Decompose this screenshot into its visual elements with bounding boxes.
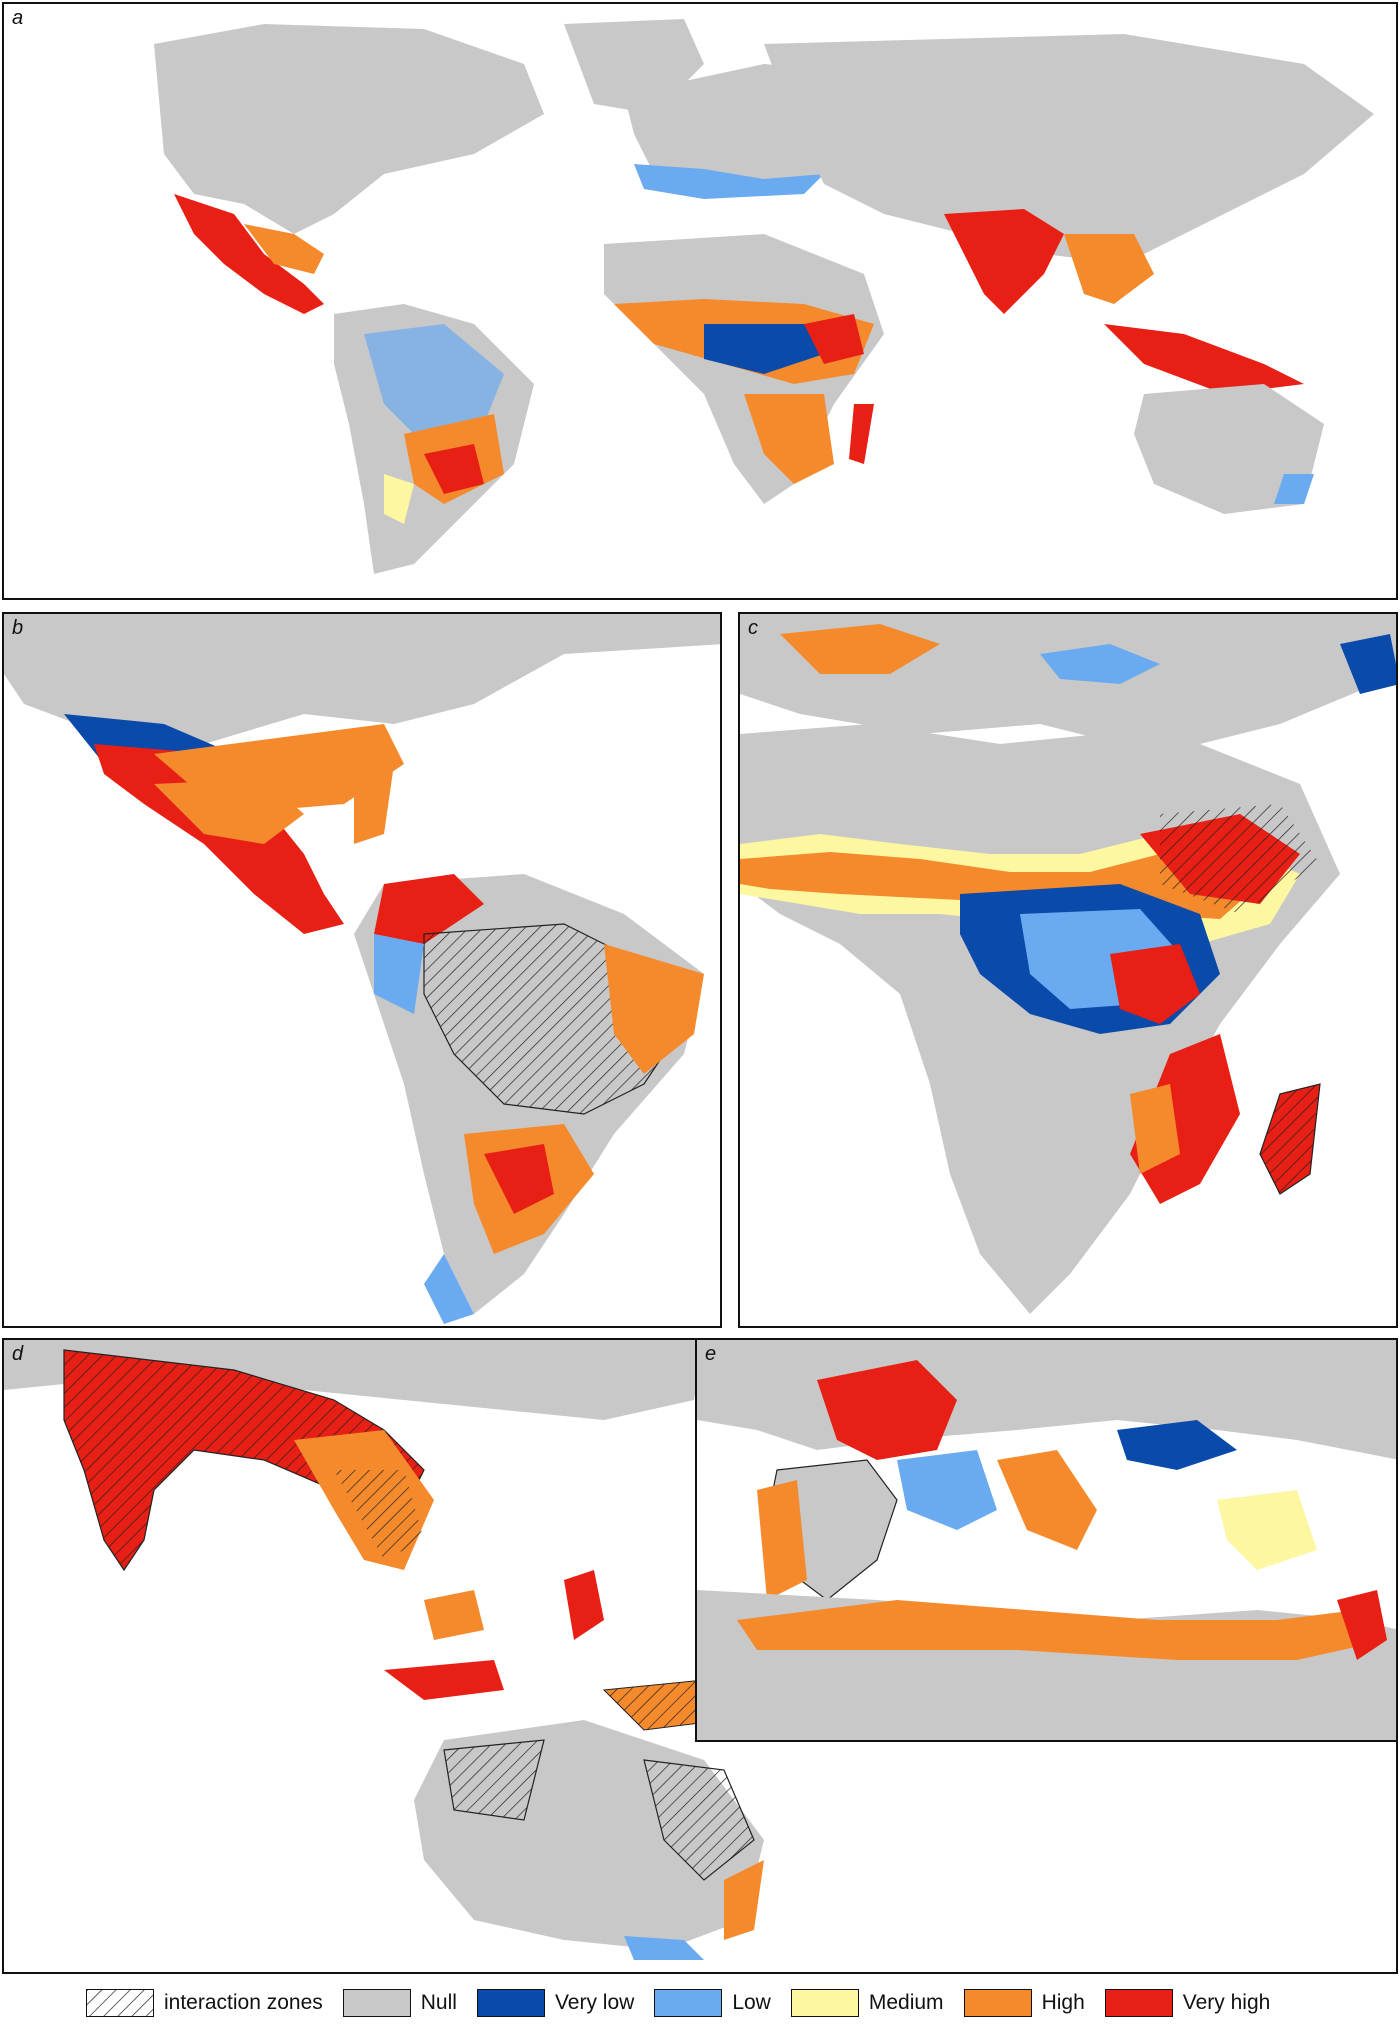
panel-c-label: c	[748, 617, 758, 639]
panel-a-world-map: a	[2, 2, 1398, 600]
legend-label-interaction-zones: interaction zones	[164, 1991, 323, 2014]
world-map-svg	[154, 19, 1374, 574]
africa-map-svg	[740, 614, 1396, 1314]
panel-b-americas-map: b	[2, 612, 722, 1328]
landmass-asia	[764, 34, 1374, 264]
legend-swatch-high	[963, 1989, 1032, 2017]
panel-e-mediterranean-map: e	[695, 1338, 1398, 1742]
legend: interaction zones Null Very low Low Medi…	[86, 1985, 1290, 2021]
landmass-australia	[1134, 384, 1324, 514]
legend-label-null: Null	[420, 1991, 457, 2014]
legend-item-high: High	[963, 1989, 1085, 2017]
panel-e-label: e	[705, 1343, 717, 1365]
asia-australia-map-svg	[4, 1340, 764, 1960]
legend-label-high: High	[1041, 1991, 1085, 2014]
legend-swatch-very-high	[1104, 1989, 1173, 2017]
americas-map-svg	[4, 614, 720, 1324]
panel-c-africa-map: c	[738, 612, 1398, 1328]
legend-label-low: Low	[732, 1991, 771, 2014]
legend-swatch-medium	[790, 1989, 859, 2017]
legend-item-medium: Medium	[790, 1989, 944, 2017]
legend-item-very-low: Very low	[476, 1989, 635, 2017]
legend-item-very-high: Very high	[1104, 1989, 1271, 2017]
mediterranean-map-svg	[697, 1340, 1396, 1740]
panel-b-label: b	[12, 617, 24, 639]
legend-item-interaction-zones: interaction zones	[86, 1989, 323, 2017]
legend-label-very-low: Very low	[554, 1991, 635, 2014]
landmass-north-america	[154, 24, 544, 234]
panel-a-label: a	[12, 7, 24, 29]
legend-item-low: Low	[654, 1989, 771, 2017]
legend-swatch-interaction-zones	[86, 1989, 154, 2017]
legend-item-null: Null	[342, 1989, 457, 2017]
legend-label-medium: Medium	[868, 1991, 944, 2014]
legend-swatch-very-low	[476, 1989, 545, 2017]
legend-label-very-high: Very high	[1182, 1991, 1271, 2014]
legend-swatch-null	[342, 1989, 411, 2017]
legend-swatch-low	[654, 1989, 723, 2017]
panel-d-label: d	[12, 1343, 24, 1365]
